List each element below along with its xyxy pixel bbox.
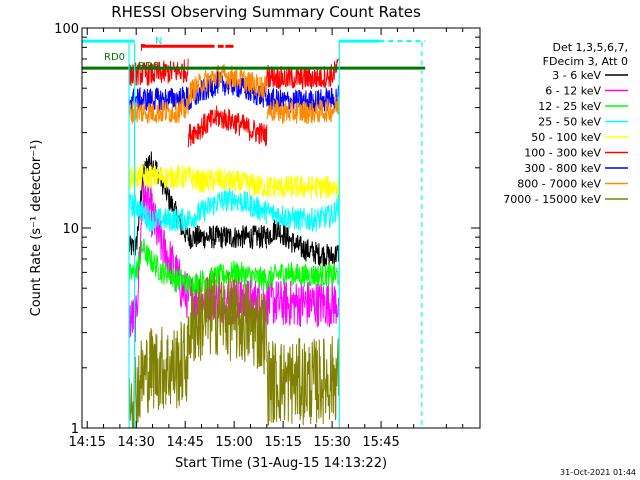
x-tick-label-4: 15:00 (215, 435, 252, 450)
series-trace-3-seg2 (187, 260, 268, 297)
x-tick-label-5: 15:15 (264, 435, 301, 450)
series-trace-1-seg3 (266, 219, 339, 267)
x-tick-label-6: 15:30 (313, 435, 350, 450)
x-tick-label-7: 15:45 (362, 435, 399, 450)
legend-label-1: 3 - 6 keV (552, 69, 601, 82)
y-tick-label-3: 100 (54, 22, 79, 37)
legend-label-4: 25 - 50 keV (538, 116, 601, 129)
x-tick-label-2: 14:30 (117, 435, 154, 450)
legend-label-5: 50 - 100 keV (531, 131, 601, 144)
series-trace-7-seg3 (266, 85, 339, 114)
series-trace-4-seg3 (266, 194, 339, 232)
series-trace-7-seg1 (128, 86, 189, 112)
series-trace-5-seg1 (128, 164, 189, 190)
legend-label-7: 300 - 800 keV (524, 162, 601, 175)
series-trace-5-seg3 (266, 174, 339, 199)
series-trace-1-seg2 (188, 225, 268, 250)
series-trace-7-seg2 (187, 71, 268, 111)
series-trace-6-seg1 (128, 58, 189, 87)
series-trace-4-seg2 (187, 188, 268, 229)
legend-label-8: 800 - 7000 keV (517, 178, 601, 191)
vertical-markers-layer (128, 42, 423, 428)
series-trace-3-seg1 (128, 238, 189, 295)
y-axis-label: Count Rate (s⁻¹ detector⁻¹) (29, 140, 44, 317)
series-trace-9-seg1 (128, 317, 189, 428)
legend-label-6: 100 - 300 keV (524, 147, 601, 160)
render-timestamp: 31-Oct-2021 01:44 (560, 468, 636, 477)
legend-label-3: 12 - 25 keV (538, 100, 601, 113)
axes-layer: 14:15 14:30 14:45 15:00 15:15 15:30 15:45 1 10 10… (54, 22, 480, 450)
series-trace-9-seg3 (266, 336, 339, 426)
chart-title: RHESSI Observing Summary Count Rates (111, 3, 421, 21)
series-trace-2-seg3 (266, 277, 339, 328)
series-layer (128, 58, 339, 428)
annotation-saa-N: N (155, 36, 162, 47)
flag-bars-layer (82, 39, 426, 70)
legend-header-line-1: Det 1,3,5,6,7, (552, 41, 628, 54)
x-tick-label-1: 14:15 (68, 435, 105, 450)
annotation-RD6: RD6 (138, 61, 159, 72)
legend: Det 1,3,5,6,7, FDecim 3, Att 0 3 - 6 keV… (503, 41, 628, 206)
y-tick-label-2: 10 (62, 222, 79, 237)
x-axis-label: Start Time (31-Aug-15 14:13:22) (175, 456, 387, 471)
series-trace-8-seg3 (266, 96, 339, 124)
annotation-flare-F: F (140, 43, 146, 54)
x-tick-label-3: 14:45 (166, 435, 203, 450)
series-trace-6-seg3 (266, 58, 339, 90)
series-trace-8-seg1 (128, 98, 189, 125)
series-trace-4-seg1 (128, 193, 189, 232)
series-trace-5-seg2 (187, 166, 268, 198)
legend-label-2: 6 - 12 keV (545, 85, 601, 98)
series-trace-3-seg3 (266, 262, 339, 290)
series-trace-6-seg2 (187, 105, 268, 148)
annotation-RD0: RD0 (104, 52, 125, 63)
legend-label-9: 7000 - 15000 keV (503, 193, 601, 206)
series-trace-8-seg2 (187, 63, 268, 107)
legend-header-line-2: FDecim 3, Att 0 (543, 55, 628, 68)
y-tick-label-1: 1 (71, 422, 79, 437)
series-trace-9-seg2 (187, 272, 268, 375)
